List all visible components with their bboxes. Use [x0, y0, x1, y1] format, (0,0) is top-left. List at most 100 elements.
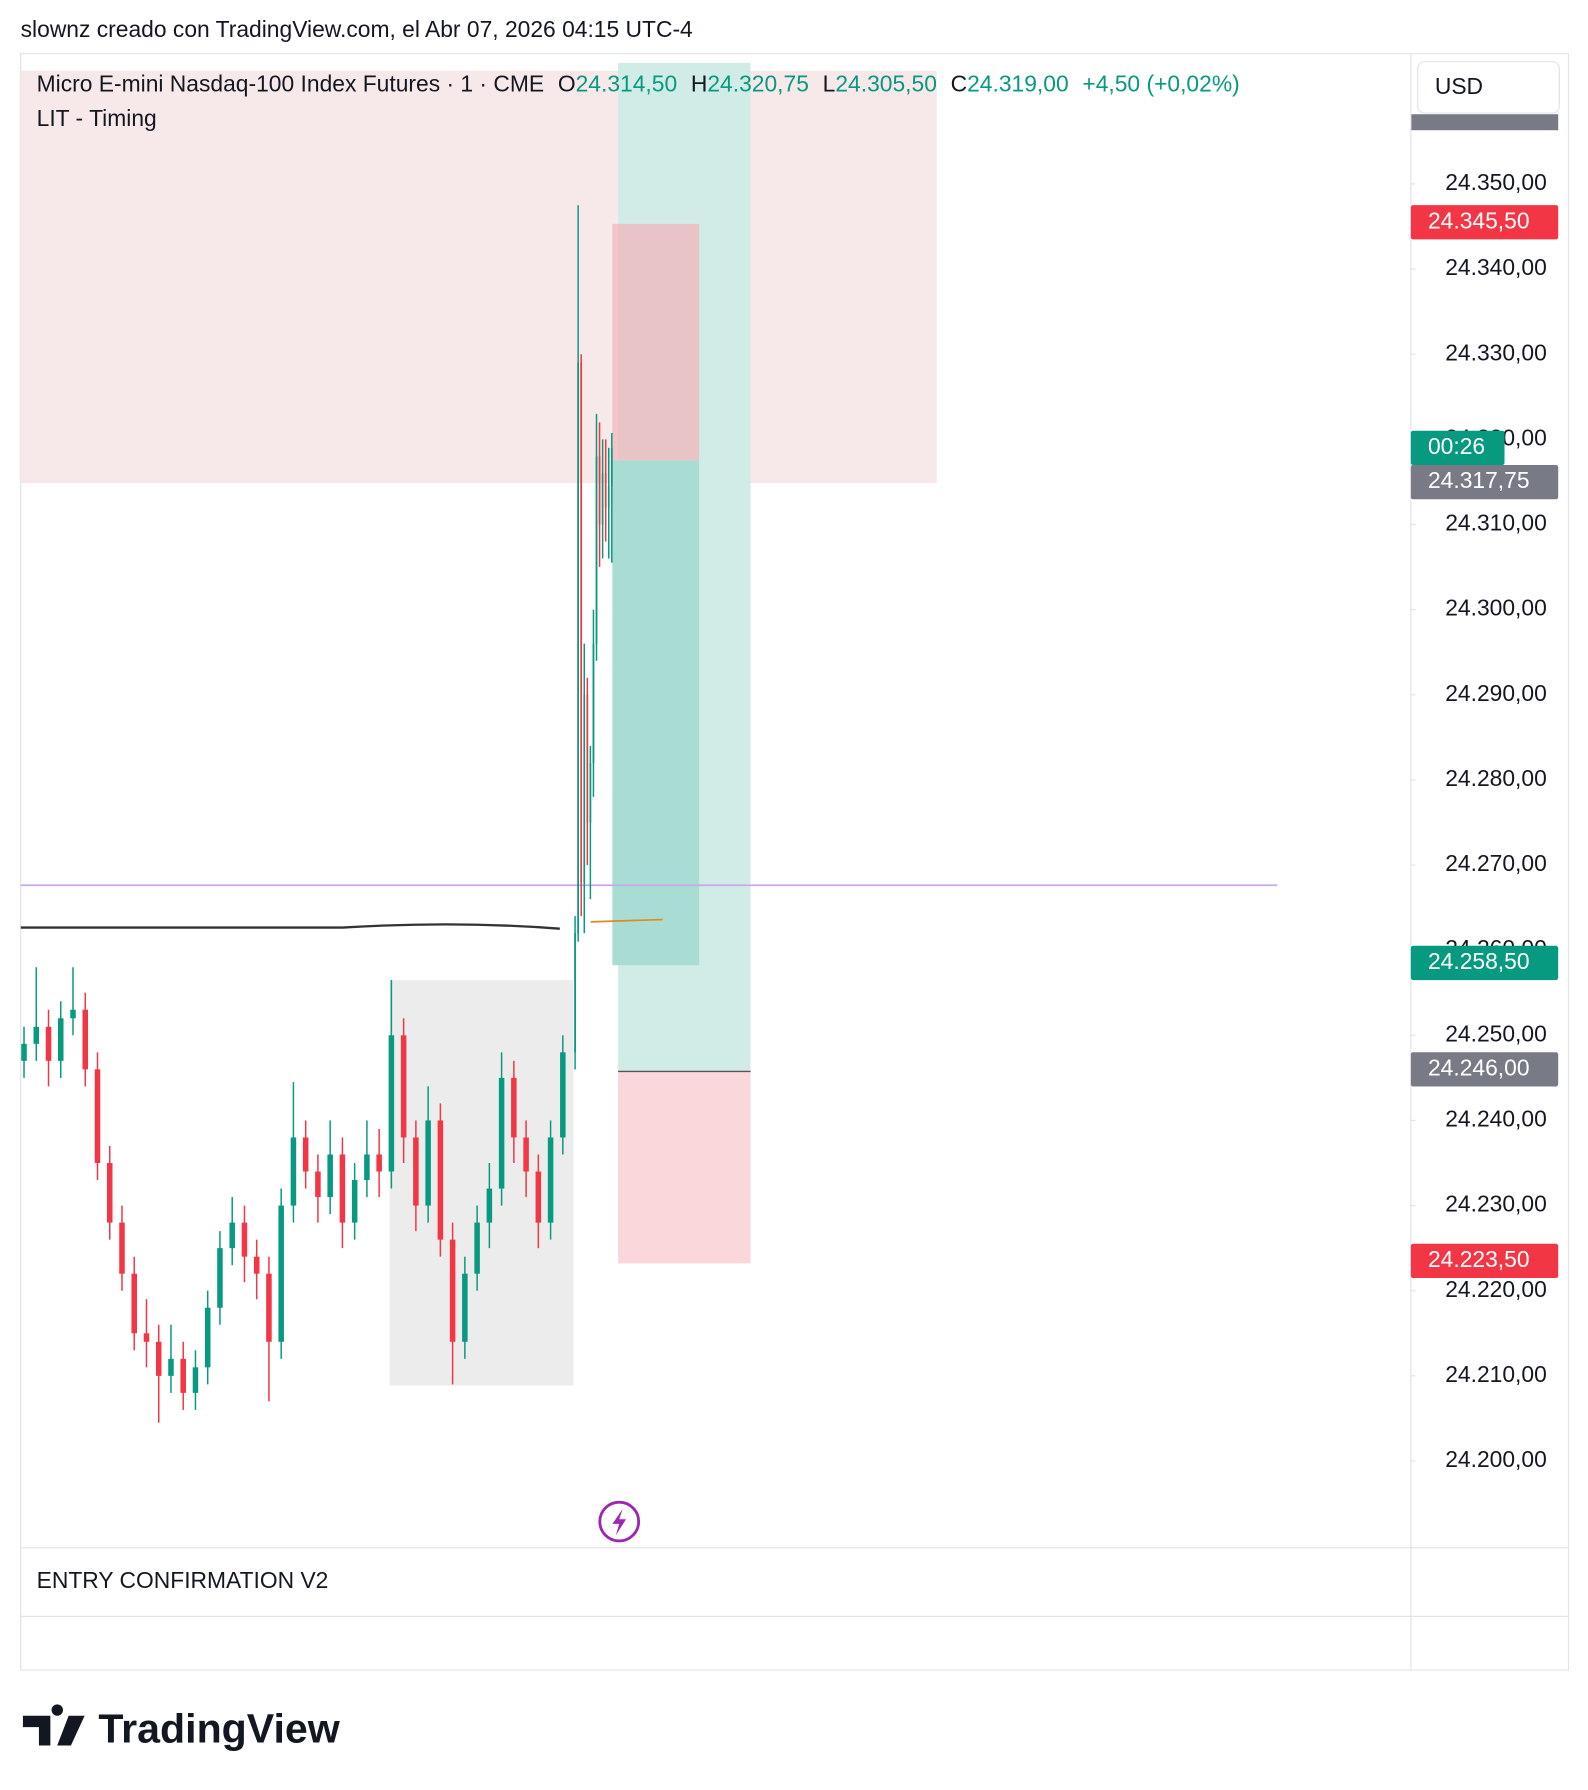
- y-tick-label: 24.310,00: [1445, 510, 1547, 536]
- price-badge-label: 24.317,75: [1428, 467, 1530, 493]
- candle-body: [253, 1256, 260, 1274]
- ohlc-value: 24.305,50: [835, 71, 937, 97]
- stop-zone: [618, 1071, 751, 1264]
- candle-body: [388, 1035, 395, 1172]
- candle-body: [143, 1333, 150, 1342]
- y-tick-label: 24.340,00: [1445, 254, 1547, 280]
- candle-body: [425, 1120, 431, 1206]
- candle-body: [217, 1248, 223, 1308]
- y-tick-label: 24.270,00: [1445, 850, 1547, 876]
- candle-body: [474, 1222, 480, 1274]
- y-tick-label: 24.210,00: [1445, 1361, 1547, 1387]
- candle-body: [376, 1154, 382, 1172]
- ohlc-key: C: [951, 71, 968, 97]
- y-tick-label: 24.280,00: [1445, 765, 1547, 791]
- candle-body: [498, 1077, 505, 1189]
- candle-body: [229, 1222, 235, 1249]
- ohlc-key: O: [558, 71, 576, 97]
- ohlc-value: 24.319,00: [967, 71, 1069, 97]
- candle-body: [180, 1358, 186, 1393]
- y-tick-label: 24.230,00: [1445, 1191, 1547, 1217]
- loss-zone: [612, 223, 700, 461]
- candle-body: [58, 1018, 64, 1061]
- candle-body: [437, 1120, 444, 1240]
- candle-body: [82, 1009, 89, 1070]
- candle-body: [604, 473, 607, 508]
- y-tick-label: 24.330,00: [1445, 339, 1547, 365]
- candle-body: [486, 1188, 493, 1223]
- y-tick-label: 24.350,00: [1445, 169, 1547, 195]
- currency-button[interactable]: [1417, 61, 1560, 114]
- frame: [20, 53, 1570, 1671]
- ohlc-key: H: [691, 71, 707, 97]
- candle-body: [607, 486, 610, 508]
- ohlc-value: 24.314,50: [576, 71, 678, 97]
- price-badge-label: 24.345,50: [1428, 207, 1530, 233]
- candle-body: [21, 1043, 27, 1061]
- change: +4,50 (+0,02%): [1082, 71, 1239, 97]
- candle-body: [574, 933, 576, 1053]
- price-badge: [1410, 205, 1559, 240]
- candle-body: [595, 456, 598, 644]
- pane-indicator: ENTRY CONFIRMATION V2: [37, 1567, 329, 1593]
- brand: TradingView: [98, 1706, 340, 1752]
- y-tick-label: 24.290,00: [1445, 680, 1547, 706]
- candle-body: [155, 1341, 162, 1376]
- candle-body: [266, 1273, 272, 1342]
- candle-body: [589, 762, 592, 823]
- candle-body: [327, 1154, 333, 1198]
- candle-body: [586, 694, 589, 823]
- ohlc-key: L: [823, 71, 836, 97]
- candle-body: [33, 1026, 40, 1044]
- legend: Micro E-mini Nasdaq-100 Index Futures · …: [37, 71, 1240, 97]
- price-badge: [1410, 465, 1559, 500]
- clipped-badge: [1410, 114, 1559, 131]
- y-tick-label: 24.300,00: [1445, 595, 1547, 621]
- fill-zone: [612, 460, 700, 966]
- price-axis: 24.200,00 24.210,00 24.220,00 24.230,00 24.2…: [1410, 169, 1559, 1472]
- price-badge: [1410, 1243, 1559, 1279]
- y-tick-label: 24.220,00: [1445, 1276, 1547, 1302]
- candle-body: [131, 1273, 137, 1334]
- y-tick-label: 24.250,00: [1445, 1020, 1547, 1046]
- candle-body: [462, 1273, 468, 1342]
- candles: [21, 205, 613, 1423]
- price-badge: [1410, 945, 1559, 981]
- marker-line: [590, 918, 663, 923]
- price-badge-label: 24.246,00: [1428, 1054, 1530, 1080]
- symbol-title: Micro E-mini Nasdaq-100 Index Futures · …: [37, 71, 544, 97]
- candle-body: [364, 1154, 370, 1181]
- candle-body: [449, 1239, 456, 1342]
- candle-body: [339, 1154, 346, 1223]
- price-badge: [1410, 1052, 1559, 1087]
- drawings: [20, 62, 1278, 1423]
- candle-body: [577, 362, 579, 934]
- candle-body: [598, 456, 601, 525]
- candle-body: [204, 1307, 211, 1368]
- candle-body: [168, 1358, 174, 1376]
- candle-body: [290, 1137, 297, 1206]
- candle-body: [315, 1171, 321, 1198]
- currency[interactable]: USD: [1435, 73, 1483, 99]
- range-box: [389, 980, 574, 1386]
- candle-body: [106, 1163, 113, 1223]
- moving-average: [20, 923, 560, 930]
- candle-body: [70, 1009, 76, 1019]
- logo: TradingView: [22, 1704, 341, 1752]
- indicator-name: LIT - Timing: [37, 105, 157, 131]
- candle-body: [511, 1077, 517, 1138]
- price-badge-label: 24.258,50: [1428, 948, 1530, 974]
- bolt: [612, 1508, 627, 1536]
- candle-body: [119, 1222, 125, 1274]
- candle-body: [583, 694, 586, 883]
- candle-body: [94, 1069, 101, 1164]
- candle-body: [413, 1137, 419, 1206]
- ohlc-value: 24.320,75: [707, 71, 809, 97]
- candle-body: [192, 1367, 199, 1393]
- y-tick-label: 24.240,00: [1445, 1105, 1547, 1131]
- candle-body: [547, 1137, 554, 1223]
- supply-zone: [20, 70, 937, 484]
- candle-body: [601, 473, 604, 525]
- candle-body: [278, 1205, 284, 1342]
